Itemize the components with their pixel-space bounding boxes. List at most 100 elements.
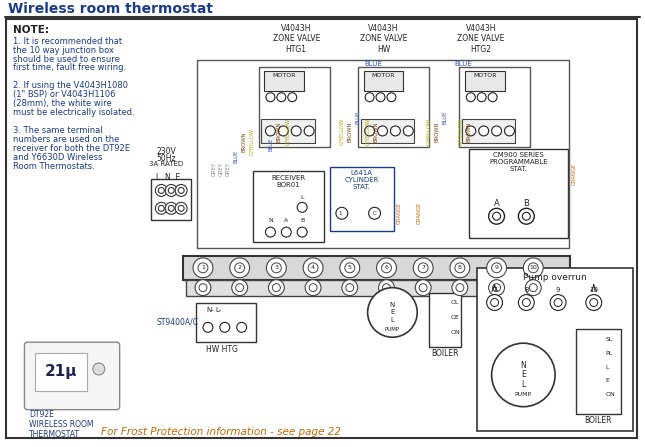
Circle shape: [504, 126, 515, 136]
Text: BROWN: BROWN: [347, 122, 352, 142]
Text: DT92E
WIRELESS ROOM
THERMOSTAT: DT92E WIRELESS ROOM THERMOSTAT: [30, 409, 94, 439]
Text: GREY: GREY: [218, 161, 223, 176]
Text: BOILER: BOILER: [584, 416, 611, 425]
Text: ST9400A/C: ST9400A/C: [156, 317, 199, 326]
Text: G/YELLOW: G/YELLOW: [365, 118, 370, 145]
Text: 3: 3: [274, 266, 279, 270]
Circle shape: [266, 126, 275, 136]
Bar: [429, 293, 461, 347]
Circle shape: [198, 263, 208, 273]
Circle shape: [369, 207, 381, 219]
Text: BLUE: BLUE: [269, 138, 274, 151]
Circle shape: [266, 93, 275, 101]
Text: V4043H
ZONE VALVE
HTG2: V4043H ZONE VALVE HTG2: [457, 24, 504, 54]
Circle shape: [487, 295, 502, 311]
Circle shape: [487, 258, 506, 278]
Text: RECEIVER
BOR01: RECEIVER BOR01: [271, 175, 305, 188]
Bar: [186, 280, 567, 295]
Text: GREY: GREY: [212, 161, 216, 176]
Circle shape: [175, 202, 187, 214]
Bar: [358, 67, 429, 147]
Text: the 10 way junction box: the 10 way junction box: [12, 46, 114, 55]
Circle shape: [165, 202, 177, 214]
Circle shape: [466, 126, 476, 136]
Circle shape: [528, 263, 538, 273]
Circle shape: [413, 258, 433, 278]
Circle shape: [281, 227, 292, 237]
Bar: [465, 72, 504, 91]
Circle shape: [165, 185, 177, 196]
Text: N: N: [268, 218, 273, 223]
Circle shape: [403, 126, 413, 136]
Circle shape: [550, 295, 566, 311]
Circle shape: [493, 212, 501, 220]
Circle shape: [237, 322, 246, 332]
Bar: [264, 72, 304, 91]
Text: E: E: [521, 371, 526, 380]
Circle shape: [220, 322, 230, 332]
Circle shape: [193, 258, 213, 278]
Circle shape: [488, 93, 497, 101]
Text: L-: L-: [216, 308, 222, 313]
Circle shape: [309, 284, 317, 291]
Circle shape: [418, 263, 428, 273]
Circle shape: [365, 93, 374, 101]
Circle shape: [364, 126, 375, 136]
Text: BOILER: BOILER: [432, 349, 459, 358]
Bar: [469, 149, 568, 238]
Bar: [364, 72, 403, 91]
Text: first time, fault free wiring.: first time, fault free wiring.: [12, 63, 126, 72]
Text: PUMP: PUMP: [385, 327, 400, 332]
Circle shape: [522, 299, 530, 307]
Text: BROWN: BROWN: [241, 131, 246, 152]
Text: ON: ON: [606, 392, 615, 397]
Text: PUMP: PUMP: [515, 392, 532, 397]
Text: HW HTG: HW HTG: [206, 345, 238, 354]
Text: (28mm), the white wire: (28mm), the white wire: [12, 99, 112, 108]
Circle shape: [340, 258, 360, 278]
Circle shape: [489, 280, 504, 295]
Circle shape: [450, 258, 470, 278]
Circle shape: [415, 280, 431, 295]
Bar: [35, 353, 87, 391]
Circle shape: [305, 280, 321, 295]
Circle shape: [279, 126, 288, 136]
Circle shape: [268, 280, 284, 295]
Text: 1. It is recommended that: 1. It is recommended that: [12, 37, 122, 46]
Circle shape: [155, 202, 167, 214]
Text: L: L: [301, 195, 304, 200]
Circle shape: [336, 207, 348, 219]
Text: 3. The same terminal: 3. The same terminal: [12, 126, 102, 135]
Text: B: B: [523, 199, 530, 208]
Text: GREY: GREY: [225, 161, 230, 176]
Text: BLUE: BLUE: [233, 150, 238, 163]
Circle shape: [266, 227, 275, 237]
Text: 50Hz: 50Hz: [157, 154, 176, 163]
Circle shape: [493, 284, 501, 291]
Circle shape: [491, 343, 555, 407]
Text: PL: PL: [606, 350, 613, 356]
Circle shape: [168, 187, 174, 194]
Circle shape: [523, 258, 543, 278]
Circle shape: [266, 258, 286, 278]
Text: L  N  E: L N E: [156, 173, 181, 181]
Circle shape: [308, 263, 318, 273]
Bar: [196, 303, 255, 342]
Text: MOTOR: MOTOR: [372, 73, 395, 78]
Text: BROWN: BROWN: [466, 122, 471, 142]
Text: receiver for both the DT92E: receiver for both the DT92E: [12, 144, 130, 153]
Bar: [459, 67, 530, 147]
Circle shape: [368, 288, 417, 337]
Circle shape: [195, 280, 211, 295]
Text: BLUE: BLUE: [442, 110, 448, 124]
Circle shape: [158, 205, 164, 211]
Text: ORANGE: ORANGE: [417, 202, 422, 224]
Text: B: B: [300, 218, 304, 223]
Circle shape: [297, 202, 307, 212]
Text: G/YELLOW: G/YELLOW: [339, 118, 344, 145]
Text: 3A RATED: 3A RATED: [149, 160, 183, 167]
Text: 5: 5: [348, 266, 352, 270]
Text: G/YELLOW: G/YELLOW: [426, 118, 432, 145]
Text: A: A: [493, 199, 499, 208]
Circle shape: [272, 284, 281, 291]
